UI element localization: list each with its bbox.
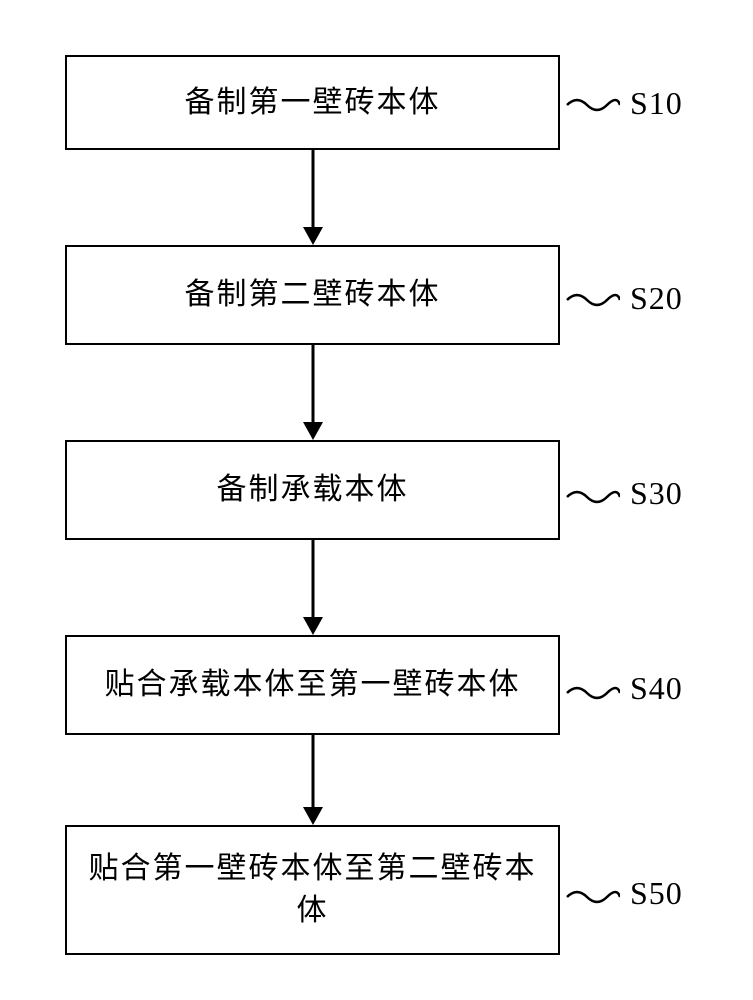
connector-squiggle-1 — [565, 95, 620, 120]
connector-squiggle-3 — [565, 487, 620, 512]
flow-step-1: 备制第一壁砖本体 — [65, 55, 560, 150]
flow-step-5: 贴合第一壁砖本体至第二壁砖本体 — [65, 825, 560, 955]
step-label-2: S20 — [630, 280, 683, 317]
connector-squiggle-2 — [565, 290, 620, 315]
step-label-4: S40 — [630, 670, 683, 707]
step-label-5: S50 — [630, 875, 683, 912]
flow-step-4: 贴合承载本体至第一壁砖本体 — [65, 635, 560, 735]
flow-step-4-text: 贴合承载本体至第一壁砖本体 — [105, 664, 521, 706]
flow-step-1-text: 备制第一壁砖本体 — [185, 82, 441, 124]
connector-squiggle-4 — [565, 683, 620, 708]
step-label-3: S30 — [630, 475, 683, 512]
flow-step-2-text: 备制第二壁砖本体 — [185, 274, 441, 316]
connector-squiggle-5 — [565, 887, 620, 912]
flow-step-5-text: 贴合第一壁砖本体至第二壁砖本体 — [88, 848, 538, 932]
flow-step-3: 备制承载本体 — [65, 440, 560, 540]
flow-step-3-text: 备制承载本体 — [217, 469, 409, 511]
step-label-1: S10 — [630, 85, 683, 122]
flow-step-2: 备制第二壁砖本体 — [65, 245, 560, 345]
